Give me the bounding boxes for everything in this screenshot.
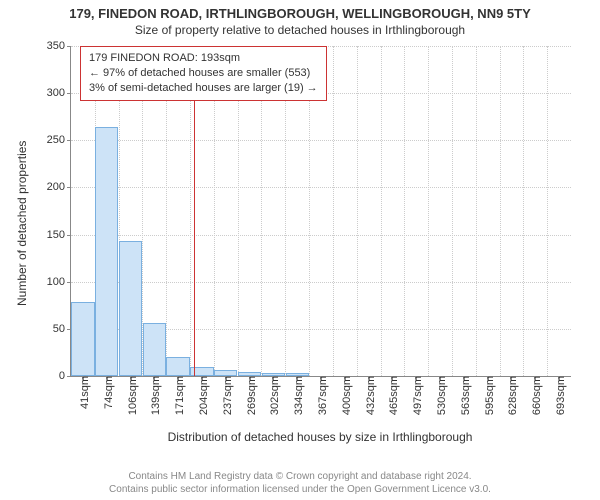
legend-line-2: ← 97% of detached houses are smaller (55… <box>89 66 318 81</box>
x-axis-label: Distribution of detached houses by size … <box>70 430 570 444</box>
xtick-label: 334sqm <box>289 376 305 415</box>
legend-line-1: 179 FINEDON ROAD: 193sqm <box>89 51 318 66</box>
xtick-label: 74sqm <box>99 376 115 409</box>
xtick-label: 400sqm <box>337 376 353 415</box>
xtick-label: 595sqm <box>480 376 496 415</box>
gridline-v <box>357 46 358 376</box>
gridline-v <box>547 46 548 376</box>
xtick-label: 302sqm <box>265 376 281 415</box>
gridline-v <box>476 46 477 376</box>
xtick-label: 41sqm <box>75 376 91 409</box>
chart-container: 179, FINEDON ROAD, IRTHLINGBOROUGH, WELL… <box>0 0 600 500</box>
gridline-v <box>428 46 429 376</box>
y-axis-label: Number of detached properties <box>15 141 29 306</box>
gridline-v <box>500 46 501 376</box>
histogram-bar <box>95 127 118 376</box>
footer: Contains HM Land Registry data © Crown c… <box>0 470 600 496</box>
histogram-bar <box>143 323 166 376</box>
xtick-label: 204sqm <box>194 376 210 415</box>
xtick-label: 660sqm <box>527 376 543 415</box>
xtick-label: 171sqm <box>170 376 186 415</box>
gridline-v <box>523 46 524 376</box>
ytick-label: 0 <box>59 370 71 382</box>
legend-line-3: 3% of semi-detached houses are larger (1… <box>89 81 318 96</box>
histogram-bar <box>166 357 189 376</box>
ytick-label: 350 <box>47 40 71 52</box>
legend-box: 179 FINEDON ROAD: 193sqm ← 97% of detach… <box>80 46 327 101</box>
gridline-v <box>381 46 382 376</box>
xtick-label: 432sqm <box>361 376 377 415</box>
footer-line-1: Contains HM Land Registry data © Crown c… <box>0 470 600 483</box>
xtick-label: 465sqm <box>384 376 400 415</box>
gridline-h <box>71 235 571 236</box>
xtick-label: 693sqm <box>551 376 567 415</box>
gridline-h <box>71 187 571 188</box>
gridline-h <box>71 140 571 141</box>
gridline-v <box>333 46 334 376</box>
histogram-bar <box>71 302 94 376</box>
gridline-h <box>71 282 571 283</box>
ytick-label: 150 <box>47 229 71 241</box>
xtick-label: 106sqm <box>123 376 139 415</box>
xtick-label: 237sqm <box>218 376 234 415</box>
xtick-label: 563sqm <box>456 376 472 415</box>
ytick-label: 200 <box>47 181 71 193</box>
xtick-label: 628sqm <box>503 376 519 415</box>
ytick-label: 50 <box>53 323 71 335</box>
footer-line-2: Contains public sector information licen… <box>0 483 600 496</box>
xtick-label: 497sqm <box>408 376 424 415</box>
histogram-bar <box>119 241 142 376</box>
xtick-label: 139sqm <box>146 376 162 415</box>
ytick-label: 250 <box>47 134 71 146</box>
gridline-v <box>404 46 405 376</box>
xtick-label: 530sqm <box>432 376 448 415</box>
ytick-label: 300 <box>47 87 71 99</box>
gridline-v <box>452 46 453 376</box>
ytick-label: 100 <box>47 276 71 288</box>
xtick-label: 269sqm <box>242 376 258 415</box>
xtick-label: 367sqm <box>313 376 329 415</box>
